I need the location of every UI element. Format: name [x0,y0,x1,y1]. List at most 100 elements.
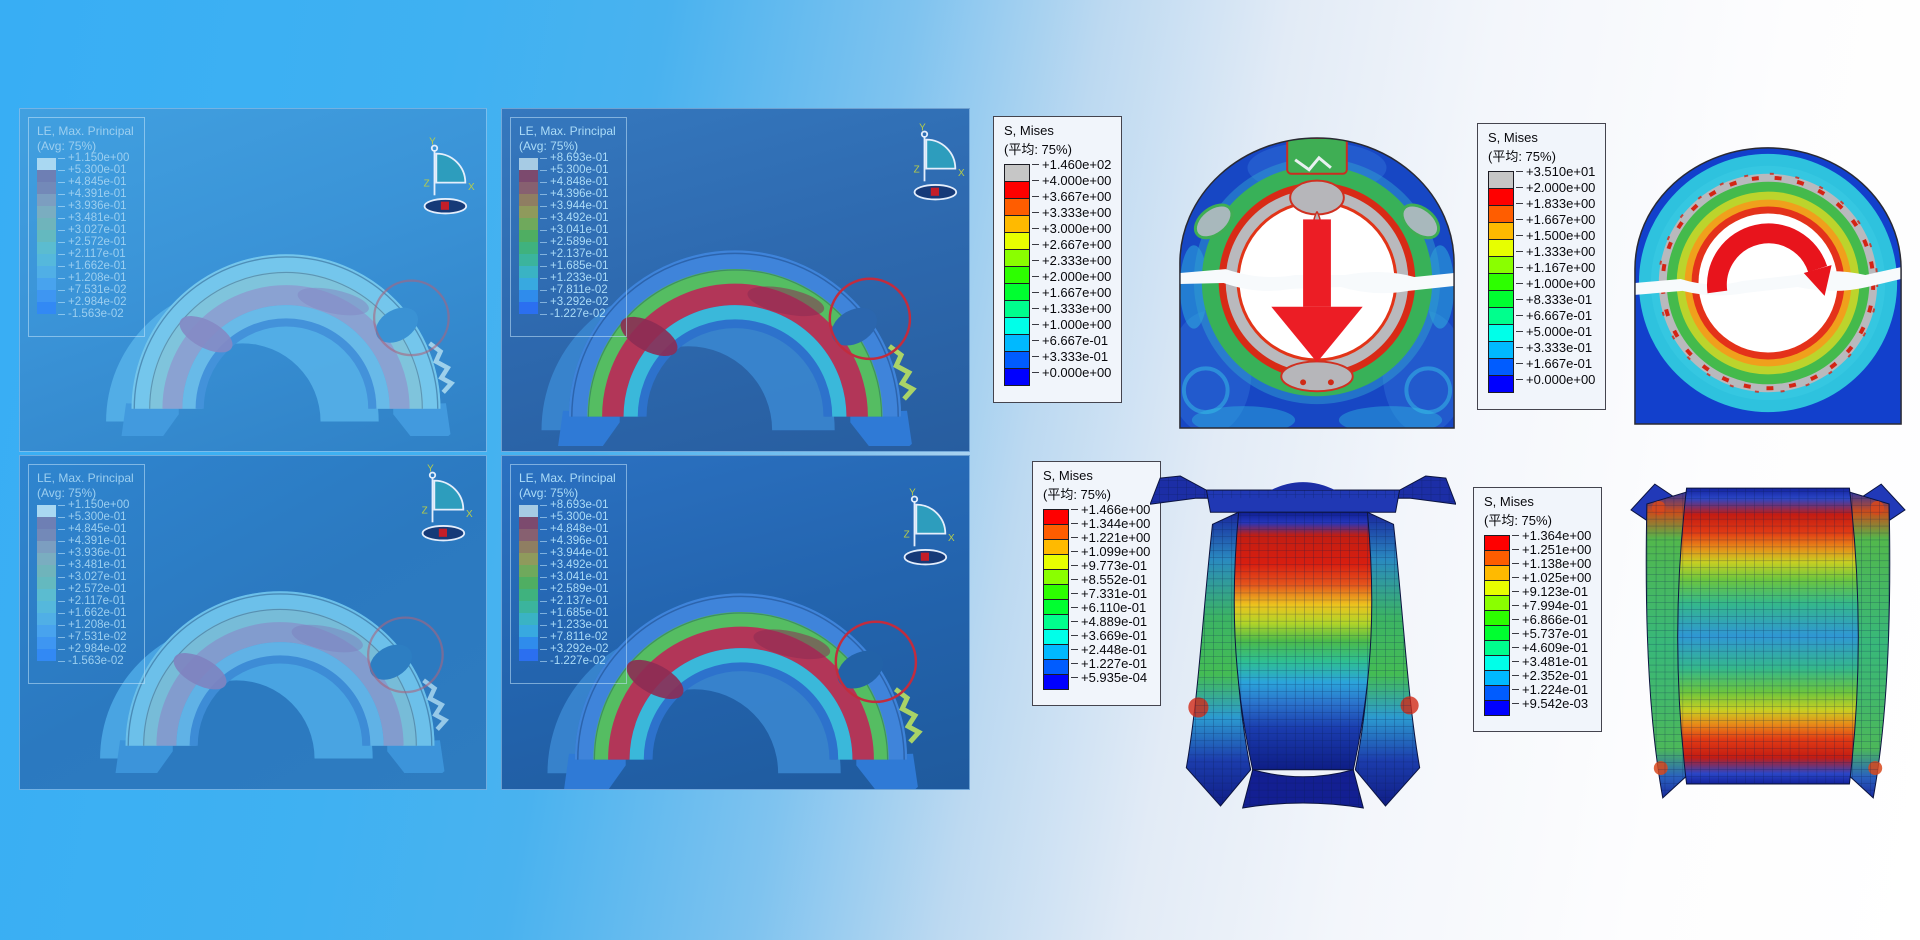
legend-color-swatch [1043,525,1069,540]
legend-color-swatch [1004,182,1030,199]
legend-color-swatch [519,206,538,218]
legend-value: +2.000e+00 [1516,179,1595,195]
legend-value: +1.224e-01 [1512,682,1591,697]
legend-color-swatch [1484,626,1510,641]
legend-value: +3.333e+00 [1032,204,1111,220]
legend-value: -1.563e-02 [58,308,129,320]
legend-subtitle: (Avg: 75%) [519,486,579,500]
legend-value: +2.352e-01 [1512,668,1591,683]
legend-value: +4.848e-01 [540,176,609,188]
legend-color-swatch [37,170,56,182]
bearing-block-torsion-figure [1634,147,1902,425]
legend-color-swatch [37,649,56,661]
legend-color-swatch [1043,630,1069,645]
legend-value: +3.041e-01 [540,224,609,236]
legend-color-swatch [519,637,538,649]
legend-value: -1.227e-02 [540,655,609,667]
legend-value: +5.300e-01 [58,164,129,176]
legend-color-swatch [1488,240,1514,257]
meshed-bushing-flanged-figure [1150,475,1456,809]
downward-load-arrow-icon [1271,219,1363,363]
legend-value: +4.391e-01 [58,535,129,547]
legend-color-swatch [1488,308,1514,325]
legend-color-swatch [1484,656,1510,671]
legend-value: +6.866e-01 [1512,612,1591,627]
legend-value: +4.609e-01 [1512,640,1591,655]
legend-value: +1.662e-01 [58,607,129,619]
legend-value: +2.137e-01 [540,248,609,260]
legend-color-swatch [519,601,538,613]
legend-color-swatch [1004,199,1030,216]
legend-value: +1.208e-01 [58,619,129,631]
legend-color-swatch [1484,566,1510,581]
legend-color-swatch [37,589,56,601]
legend-value: +5.737e-01 [1512,626,1591,641]
legend-color-swatch [1043,675,1069,690]
legend-value: +5.300e-01 [540,511,609,523]
legend-value: +1.500e+00 [1516,227,1595,243]
legend-value: +1.025e+00 [1512,570,1591,585]
legend-color-swatch [1488,274,1514,291]
legend-value: +1.833e+00 [1516,195,1595,211]
legend-value: +3.667e+00 [1032,188,1111,204]
legend-value: +3.000e+00 [1032,220,1111,236]
viewport-strain-top-middle: LE, Max. Principal (Avg: 75%) +8.693e-01… [501,108,970,452]
legend-color-swatch [1488,257,1514,274]
legend-value: +1.333e+00 [1516,243,1595,259]
legend-value: -1.227e-02 [540,308,609,320]
legend-value-column: +1.466e+00 +1.344e+00 +1.221e+00 +1.099e+00… [1071,502,1150,685]
legend-value: +1.344e+00 [1071,516,1150,531]
legend-color-swatch [37,553,56,565]
legend-value: +3.292e-02 [540,296,609,308]
legend-value: +1.667e+00 [1032,284,1111,300]
legend-value: +2.448e-01 [1071,642,1150,657]
legend-color-swatch [1488,325,1514,342]
legend-swatch-column [37,158,56,314]
legend-color-swatch [1043,600,1069,615]
svg-text:Y: Y [427,464,434,475]
legend-value-column: +3.510e+01 +2.000e+00 +1.833e+00 +1.667e+00… [1516,163,1595,387]
legend-value: +1.000e+00 [1516,275,1595,291]
legend-subtitle: (Avg: 75%) [37,486,97,500]
legend-value-column: +1.364e+00 +1.251e+00 +1.138e+00 +1.025e+00… [1512,528,1591,711]
mises-legend-load: S, Mises (平均: 75%) +1.460e+02 +4.000e+00 +… [993,116,1123,403]
legend-value-column: +1.460e+02 +4.000e+00 +3.667e+00 +3.333e+00… [1032,156,1111,380]
legend-value: +7.331e-01 [1071,586,1150,601]
legend-value: +1.466e+00 [1071,502,1150,517]
legend-value: +1.167e+00 [1516,259,1595,275]
bearing-block-vertical-load-figure [1179,137,1455,429]
legend-value: +5.000e-01 [1516,323,1595,339]
legend-value: +1.150e+00 [58,152,129,164]
legend-value: +3.292e-02 [540,643,609,655]
legend-color-swatch [37,529,56,541]
legend-swatch-column [1488,171,1514,393]
svg-text:X: X [466,509,473,520]
svg-text:Y: Y [909,488,916,499]
legend-value: +4.845e-01 [58,523,129,535]
legend-value: +1.221e+00 [1071,530,1150,545]
contour-legend: LE, Max. Principal (Avg: 75%) +1.150e+00… [28,464,145,684]
arch-shell-model [86,227,486,436]
legend-value: +6.110e-01 [1071,600,1150,615]
legend-value: +1.333e+00 [1032,300,1111,316]
legend-color-swatch [37,601,56,613]
legend-value: +9.773e-01 [1071,558,1150,573]
legend-value: +2.333e+00 [1032,252,1111,268]
legend-value: +4.391e-01 [58,188,129,200]
legend-color-swatch [37,206,56,218]
legend-value: +1.667e-01 [1516,355,1595,371]
legend-color-swatch [519,266,538,278]
legend-color-swatch [37,194,56,206]
svg-text:X: X [468,182,475,193]
legend-color-swatch [1004,369,1030,386]
legend-value-column: +1.150e+00 +5.300e-01 +4.845e-01 +4.391e-01… [58,499,129,667]
legend-color-swatch [1488,189,1514,206]
legend-color-swatch [1484,701,1510,716]
legend-color-swatch [519,505,538,517]
legend-color-swatch [1004,318,1030,335]
legend-value: +2.667e+00 [1032,236,1111,252]
legend-value: +7.994e-01 [1512,598,1591,613]
legend-color-swatch [519,170,538,182]
legend-value: +1.685e-01 [540,260,609,272]
viewport-strain-bottom-middle: LE, Max. Principal (Avg: 75%) +8.693e-01… [501,455,970,790]
